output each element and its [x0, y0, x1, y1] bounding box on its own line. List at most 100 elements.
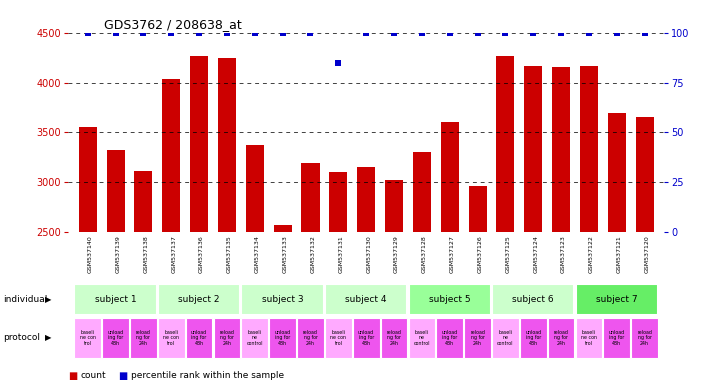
- FancyBboxPatch shape: [213, 318, 241, 358]
- Text: individual: individual: [3, 295, 47, 304]
- Text: count: count: [80, 371, 106, 380]
- Text: GSM537127: GSM537127: [449, 235, 454, 273]
- Text: reload
ng for
24h: reload ng for 24h: [554, 330, 569, 346]
- Text: unload
ing for
48h: unload ing for 48h: [358, 330, 374, 346]
- Point: [388, 30, 400, 36]
- FancyBboxPatch shape: [186, 318, 213, 358]
- FancyBboxPatch shape: [353, 318, 380, 358]
- Text: reload
ng for
24h: reload ng for 24h: [470, 330, 485, 346]
- Text: GSM537133: GSM537133: [283, 235, 288, 273]
- Point: [277, 30, 289, 36]
- Text: reload
ng for
24h: reload ng for 24h: [136, 330, 151, 346]
- FancyBboxPatch shape: [548, 318, 574, 358]
- Text: subject 5: subject 5: [429, 295, 470, 304]
- FancyBboxPatch shape: [130, 318, 157, 358]
- Text: protocol: protocol: [3, 333, 40, 343]
- Text: GSM537128: GSM537128: [422, 235, 427, 273]
- Bar: [162, 79, 180, 232]
- Bar: [552, 66, 570, 232]
- FancyBboxPatch shape: [492, 284, 574, 315]
- Text: GSM537124: GSM537124: [533, 235, 538, 273]
- Bar: [635, 116, 653, 232]
- Text: GSM537131: GSM537131: [338, 235, 343, 273]
- Point: [304, 30, 316, 36]
- Text: baseli
ne
control: baseli ne control: [246, 330, 263, 346]
- Text: ■: ■: [68, 371, 78, 381]
- FancyBboxPatch shape: [297, 318, 324, 358]
- Text: GSM537140: GSM537140: [88, 235, 93, 273]
- FancyBboxPatch shape: [409, 284, 491, 315]
- FancyBboxPatch shape: [465, 318, 491, 358]
- Point: [249, 30, 261, 36]
- Bar: [79, 127, 97, 232]
- Text: baseli
ne con
trol: baseli ne con trol: [330, 330, 346, 346]
- FancyBboxPatch shape: [437, 318, 463, 358]
- Text: reload
ng for
24h: reload ng for 24h: [303, 330, 318, 346]
- Bar: [496, 56, 515, 232]
- Text: ▶: ▶: [45, 333, 52, 343]
- Point: [138, 30, 149, 36]
- Point: [332, 60, 344, 66]
- Text: baseli
ne con
trol: baseli ne con trol: [163, 330, 180, 346]
- Point: [221, 30, 233, 36]
- Bar: [441, 122, 459, 232]
- FancyBboxPatch shape: [325, 284, 407, 315]
- FancyBboxPatch shape: [631, 318, 658, 358]
- FancyBboxPatch shape: [409, 318, 435, 358]
- Bar: [413, 152, 431, 232]
- Text: unload
ing for
48h: unload ing for 48h: [609, 330, 625, 346]
- Bar: [469, 186, 487, 232]
- Text: subject 3: subject 3: [262, 295, 304, 304]
- Point: [193, 30, 205, 36]
- Bar: [580, 66, 598, 232]
- Text: baseli
ne con
trol: baseli ne con trol: [581, 330, 597, 346]
- FancyBboxPatch shape: [158, 318, 185, 358]
- Text: reload
ng for
24h: reload ng for 24h: [637, 330, 652, 346]
- Text: GSM537130: GSM537130: [366, 235, 371, 273]
- Text: percentile rank within the sample: percentile rank within the sample: [131, 371, 284, 380]
- Text: GSM537126: GSM537126: [477, 235, 482, 273]
- FancyBboxPatch shape: [102, 318, 129, 358]
- Text: subject 4: subject 4: [345, 295, 387, 304]
- FancyBboxPatch shape: [241, 318, 268, 358]
- Bar: [607, 113, 626, 232]
- Point: [472, 30, 483, 36]
- Bar: [330, 172, 348, 232]
- FancyBboxPatch shape: [158, 284, 241, 315]
- Text: GSM537129: GSM537129: [394, 235, 399, 273]
- Text: unload
ing for
48h: unload ing for 48h: [525, 330, 541, 346]
- Text: GSM537139: GSM537139: [116, 235, 121, 273]
- Point: [360, 30, 372, 36]
- Text: GSM537132: GSM537132: [310, 235, 315, 273]
- Text: subject 6: subject 6: [513, 295, 554, 304]
- Point: [500, 30, 511, 36]
- Point: [528, 30, 539, 36]
- Text: GSM537135: GSM537135: [227, 235, 232, 273]
- Bar: [357, 167, 376, 232]
- Point: [583, 30, 595, 36]
- FancyBboxPatch shape: [75, 284, 157, 315]
- FancyBboxPatch shape: [520, 318, 546, 358]
- Text: unload
ing for
48h: unload ing for 48h: [274, 330, 291, 346]
- Text: baseli
ne
control: baseli ne control: [414, 330, 430, 346]
- Text: baseli
ne
control: baseli ne control: [497, 330, 513, 346]
- Point: [444, 30, 455, 36]
- Point: [639, 30, 651, 36]
- Text: subject 2: subject 2: [178, 295, 220, 304]
- Bar: [302, 163, 320, 232]
- FancyBboxPatch shape: [576, 318, 602, 358]
- Text: GSM537137: GSM537137: [172, 235, 176, 273]
- FancyBboxPatch shape: [75, 318, 101, 358]
- Bar: [190, 56, 208, 232]
- Text: GSM537125: GSM537125: [505, 235, 510, 273]
- Text: subject 7: subject 7: [596, 295, 638, 304]
- Bar: [218, 58, 236, 232]
- Point: [82, 30, 93, 36]
- Text: unload
ing for
48h: unload ing for 48h: [191, 330, 208, 346]
- Text: ▶: ▶: [45, 295, 52, 304]
- Text: GSM537121: GSM537121: [617, 235, 622, 273]
- FancyBboxPatch shape: [241, 284, 324, 315]
- Text: unload
ing for
48h: unload ing for 48h: [442, 330, 458, 346]
- Bar: [106, 151, 125, 232]
- Point: [110, 30, 121, 36]
